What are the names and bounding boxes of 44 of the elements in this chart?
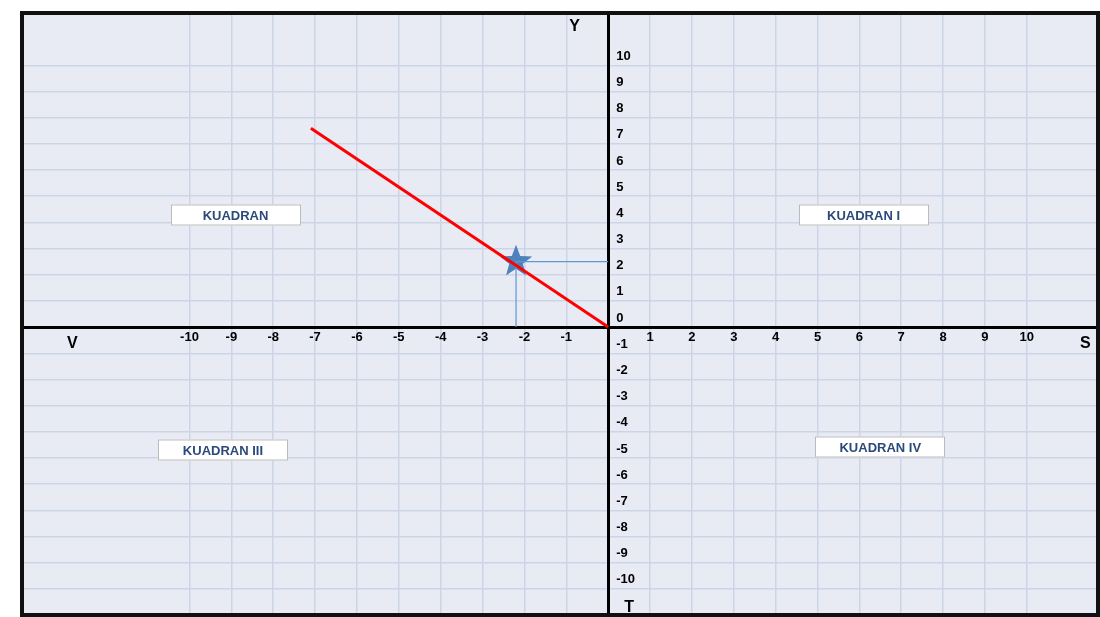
x-tick-label: -1 (560, 329, 573, 345)
x-tick-label: -9 (225, 329, 238, 345)
x-tick-label: -8 (267, 329, 279, 345)
y-tick-label: 3 (616, 231, 624, 247)
x-tick-label: 10 (1019, 329, 1035, 345)
annotation: S (1080, 333, 1091, 352)
x-tick-label: 7 (897, 329, 905, 345)
x-tick-label: -5 (393, 329, 405, 345)
y-tick-label: -3 (616, 388, 628, 404)
x-tick-label: -7 (309, 329, 321, 345)
y-tick-label: -7 (616, 492, 628, 508)
x-tick-label: 4 (772, 329, 780, 345)
x-tick-label: 1 (646, 329, 654, 345)
y-tick-label: 6 (616, 152, 624, 168)
x-tick-label: -3 (476, 329, 489, 345)
x-tick-label: 2 (688, 329, 696, 345)
annotation: Y (569, 17, 580, 36)
annotation: T (624, 598, 634, 617)
y-tick-label: 2 (616, 257, 624, 273)
x-tick-label: 9 (981, 329, 989, 345)
x-tick-label: 8 (939, 329, 947, 345)
annotation: V (66, 333, 78, 352)
y-tick-label: 10 (616, 47, 631, 63)
y-tick-label: -4 (616, 414, 629, 430)
y-tick-label: -8 (616, 519, 628, 535)
y-tick-label: -5 (616, 440, 628, 456)
y-tick-label: 8 (616, 100, 624, 116)
x-tick-label: -2 (518, 329, 531, 345)
y-tick-label: -10 (616, 571, 635, 587)
y-tick-label: 1 (616, 283, 624, 299)
y-tick-label: 4 (616, 204, 625, 220)
y-tick-label: 0 (616, 309, 624, 325)
y-tick-label: 5 (616, 178, 624, 194)
y-tick-label: -9 (616, 545, 628, 561)
y-tick-label: -6 (616, 466, 628, 482)
y-tick-label: -2 (616, 362, 628, 378)
y-tick-label: 9 (616, 74, 624, 90)
x-tick-label: -6 (351, 329, 363, 345)
x-tick-label: 6 (855, 329, 863, 345)
x-tick-label: -4 (434, 329, 448, 345)
x-tick-label: 5 (813, 329, 822, 345)
y-tick-label: 7 (616, 126, 624, 142)
x-tick-label: 3 (730, 329, 738, 345)
x-tick-label: -10 (180, 329, 199, 345)
